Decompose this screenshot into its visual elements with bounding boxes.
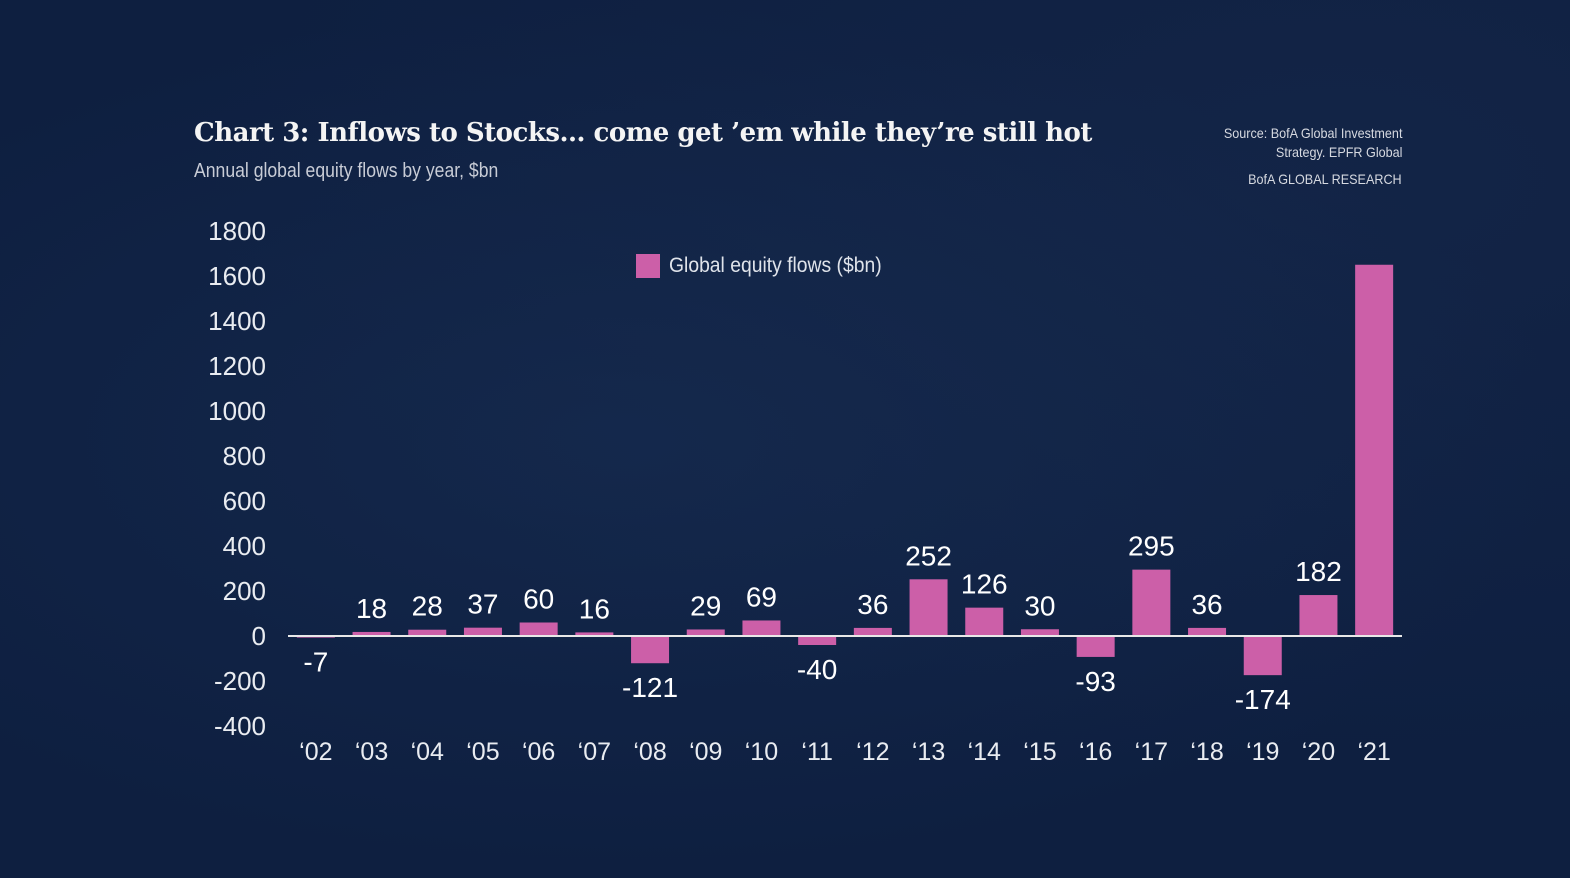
x-tick-label: ‘09 bbox=[689, 738, 722, 766]
bar bbox=[463, 627, 502, 636]
x-tick-label: ‘20 bbox=[1302, 738, 1335, 766]
x-tick-label: ‘07 bbox=[578, 738, 611, 766]
source-note: Source: BofA Global Investment Strategy.… bbox=[1223, 124, 1402, 162]
bar bbox=[1076, 636, 1115, 657]
bar bbox=[1188, 627, 1227, 636]
x-tick-label: ‘19 bbox=[1246, 738, 1279, 766]
data-label: 182 bbox=[1295, 556, 1342, 587]
bar bbox=[798, 636, 837, 645]
x-tick-label: ‘02 bbox=[299, 738, 332, 766]
x-tick-label: ‘15 bbox=[1023, 738, 1056, 766]
x-tick-label: ‘06 bbox=[522, 738, 555, 766]
data-label: 36 bbox=[1191, 589, 1222, 620]
x-tick-label: ‘11 bbox=[801, 738, 833, 766]
bar bbox=[965, 607, 1004, 636]
source-line-1: Source: BofA Global Investment bbox=[1223, 125, 1402, 141]
bar bbox=[519, 622, 558, 636]
data-label: -174 bbox=[1235, 684, 1291, 715]
bar bbox=[1299, 595, 1338, 636]
data-label: -40 bbox=[797, 654, 837, 685]
data-label: 16 bbox=[579, 593, 610, 624]
bar bbox=[909, 579, 948, 636]
bar bbox=[352, 631, 391, 636]
data-label: 29 bbox=[690, 590, 721, 621]
bar bbox=[742, 620, 781, 636]
y-tick-label: 600 bbox=[223, 486, 266, 516]
bar bbox=[575, 632, 614, 636]
y-tick-label: 1400 bbox=[208, 306, 266, 336]
x-tick-label: ‘16 bbox=[1079, 738, 1112, 766]
data-label: -7 bbox=[303, 647, 328, 678]
data-label: 295 bbox=[1128, 531, 1175, 562]
y-tick-label: 1200 bbox=[208, 351, 266, 381]
bar bbox=[853, 627, 892, 636]
legend: Global equity flows ($bn) bbox=[636, 254, 900, 278]
bar bbox=[1132, 569, 1171, 636]
x-tick-label: ‘14 bbox=[968, 738, 1001, 766]
y-tick-label: 400 bbox=[223, 531, 266, 561]
y-tick-label: 1800 bbox=[208, 216, 266, 246]
x-tick-label: ‘21 bbox=[1357, 738, 1390, 766]
data-label: 36 bbox=[857, 589, 888, 620]
chart-title: Chart 3: Inflows to Stocks… come get ’em… bbox=[194, 118, 1092, 148]
x-tick-label: ‘13 bbox=[912, 738, 945, 766]
data-label: -93 bbox=[1075, 666, 1115, 697]
x-tick-label: ‘05 bbox=[466, 738, 499, 766]
legend-swatch bbox=[636, 254, 660, 278]
x-tick-label: ‘08 bbox=[633, 738, 666, 766]
source-line-2: Strategy. EPFR Global bbox=[1275, 144, 1402, 160]
bar bbox=[408, 629, 447, 636]
data-label: 60 bbox=[523, 584, 554, 615]
data-label: 28 bbox=[412, 591, 443, 622]
y-tick-label: -200 bbox=[214, 666, 266, 696]
data-label: 37 bbox=[467, 589, 498, 620]
data-label: 18 bbox=[356, 593, 387, 624]
x-tick-label: ‘04 bbox=[411, 738, 444, 766]
x-tick-label: ‘03 bbox=[355, 738, 388, 766]
research-brand: BofA GLOBAL RESEARCH bbox=[1248, 171, 1402, 187]
data-label: 252 bbox=[905, 540, 952, 571]
bar bbox=[1243, 636, 1282, 676]
data-label: 30 bbox=[1024, 590, 1055, 621]
bar bbox=[1355, 264, 1394, 636]
data-label: -121 bbox=[622, 672, 678, 703]
y-tick-label: -400 bbox=[214, 711, 266, 741]
x-tick-label: ‘18 bbox=[1190, 738, 1223, 766]
y-tick-label: 1600 bbox=[208, 261, 266, 291]
data-label: 69 bbox=[746, 581, 777, 612]
bar bbox=[631, 636, 670, 664]
data-label: 126 bbox=[961, 569, 1008, 600]
bar bbox=[1020, 629, 1059, 636]
legend-label: Global equity flows ($bn) bbox=[669, 254, 882, 277]
x-tick-label: ‘17 bbox=[1135, 738, 1168, 766]
x-tick-label: ‘10 bbox=[745, 738, 778, 766]
y-tick-label: 1000 bbox=[208, 396, 266, 426]
y-tick-label: 200 bbox=[223, 576, 266, 606]
y-tick-label: 0 bbox=[252, 621, 266, 651]
bar bbox=[686, 629, 725, 636]
y-tick-label: 800 bbox=[223, 441, 266, 471]
chart-subtitle: Annual global equity flows by year, $bn bbox=[194, 160, 499, 182]
x-tick-label: ‘12 bbox=[856, 738, 889, 766]
